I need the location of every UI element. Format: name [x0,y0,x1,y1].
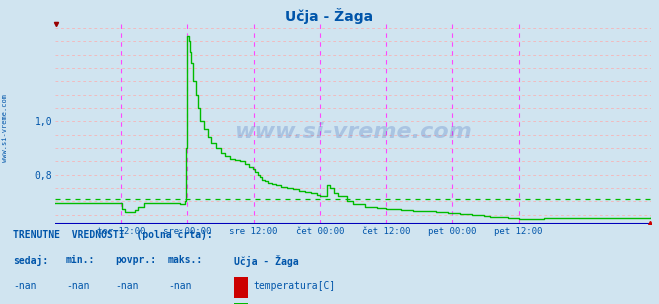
Text: -nan: -nan [66,281,90,291]
Text: Učja - Žaga: Učja - Žaga [234,255,299,267]
Text: maks.:: maks.: [168,255,203,265]
Text: povpr.:: povpr.: [115,255,156,265]
Text: -nan: -nan [13,281,37,291]
Text: TRENUTNE  VREDNOSTI  (polna črta):: TRENUTNE VREDNOSTI (polna črta): [13,230,213,240]
Text: www.si-vreme.com: www.si-vreme.com [2,94,9,162]
Text: -nan: -nan [115,281,139,291]
Text: -nan: -nan [168,281,192,291]
Text: temperatura[C]: temperatura[C] [254,281,336,291]
Text: www.si-vreme.com: www.si-vreme.com [234,122,472,142]
Text: min.:: min.: [66,255,96,265]
Text: sedaj:: sedaj: [13,255,48,266]
Text: Učja - Žaga: Učja - Žaga [285,8,374,24]
